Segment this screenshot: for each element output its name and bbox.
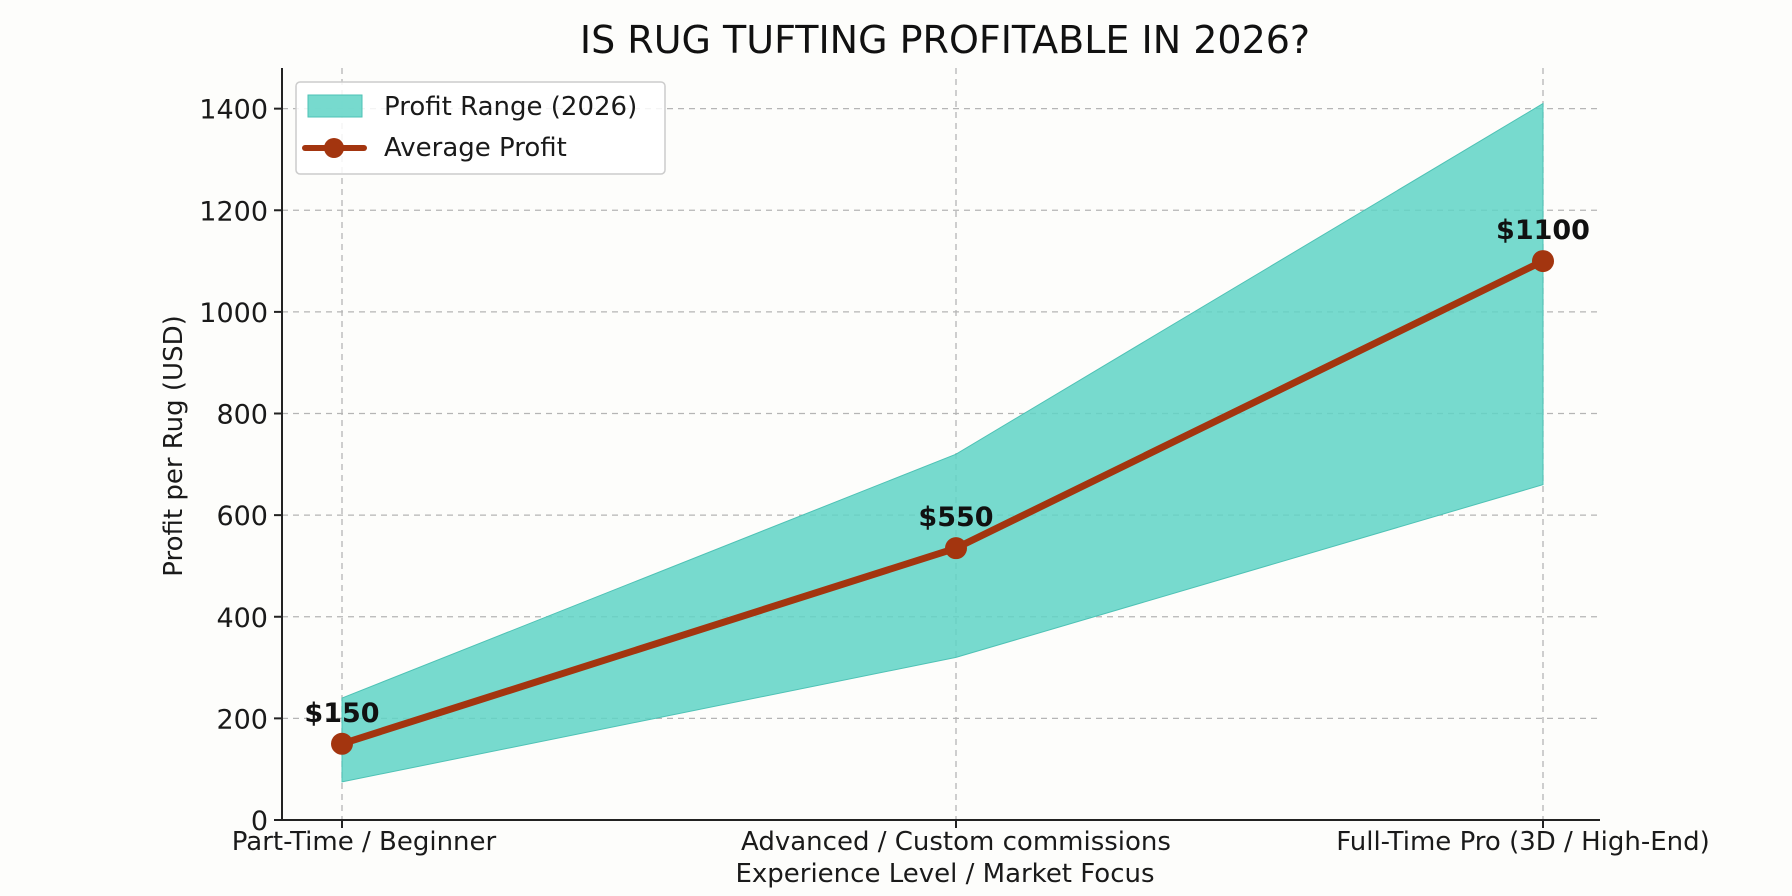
axes-layer [274, 68, 1600, 828]
x-category-label: Advanced / Custom commissions [741, 827, 1171, 857]
label-layer: 0 200 400 600 800 1000 1200 1400 Part-Time / Beg… [199, 95, 1709, 857]
profit-range-band-layer [341, 102, 1544, 783]
y-tick-label: 1000 [199, 298, 268, 329]
average-profit-point [1532, 250, 1554, 273]
x-category-label: Full-Time Pro (3D / High-End) [1336, 827, 1710, 857]
y-axis-label: Profit per Rug (USD) [159, 315, 189, 577]
x-category-label: Part-Time / Beginner [232, 827, 497, 857]
chart-title: IS RUG TUFTING PROFITABLE IN 2026? [580, 18, 1310, 62]
legend: Profit Range (2026) Average Profit [295, 81, 666, 175]
data-label: $150 [304, 698, 379, 729]
y-tick-label: 0 [251, 806, 268, 837]
legend-line-marker [324, 138, 344, 158]
y-tick-label: 1400 [199, 95, 268, 126]
x-axis-label: Experience Level / Market Focus [735, 859, 1154, 889]
average-profit-point [331, 732, 353, 755]
legend-band-swatch [307, 94, 363, 118]
legend-box [295, 81, 666, 175]
y-tick-label: 200 [216, 704, 268, 735]
legend-band-label: Profit Range (2026) [384, 92, 637, 122]
average-profit-line-layer [331, 250, 1554, 755]
y-tick-label: 1200 [199, 196, 268, 227]
y-tick-label: 800 [216, 400, 268, 431]
average-profit-point [945, 537, 967, 560]
profit-range-band [341, 102, 1544, 783]
y-tick-label: 600 [216, 501, 268, 532]
data-label: $550 [918, 502, 993, 533]
legend-line-label: Average Profit [384, 133, 567, 163]
data-label: $1100 [1496, 215, 1590, 246]
y-tick-label: 400 [216, 603, 268, 634]
